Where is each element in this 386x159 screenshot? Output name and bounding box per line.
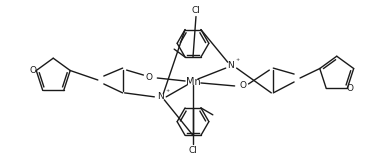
Text: O: O xyxy=(30,66,37,75)
Text: N: N xyxy=(157,92,164,101)
Text: Cl: Cl xyxy=(191,6,200,15)
Text: O: O xyxy=(347,84,354,93)
Text: ⁺: ⁺ xyxy=(165,88,169,97)
Text: O: O xyxy=(146,73,153,82)
Text: Mn: Mn xyxy=(186,77,200,87)
Text: Cl: Cl xyxy=(189,146,197,155)
Text: N: N xyxy=(227,61,234,70)
Text: ⁺: ⁺ xyxy=(235,57,240,66)
Text: O: O xyxy=(239,81,246,90)
